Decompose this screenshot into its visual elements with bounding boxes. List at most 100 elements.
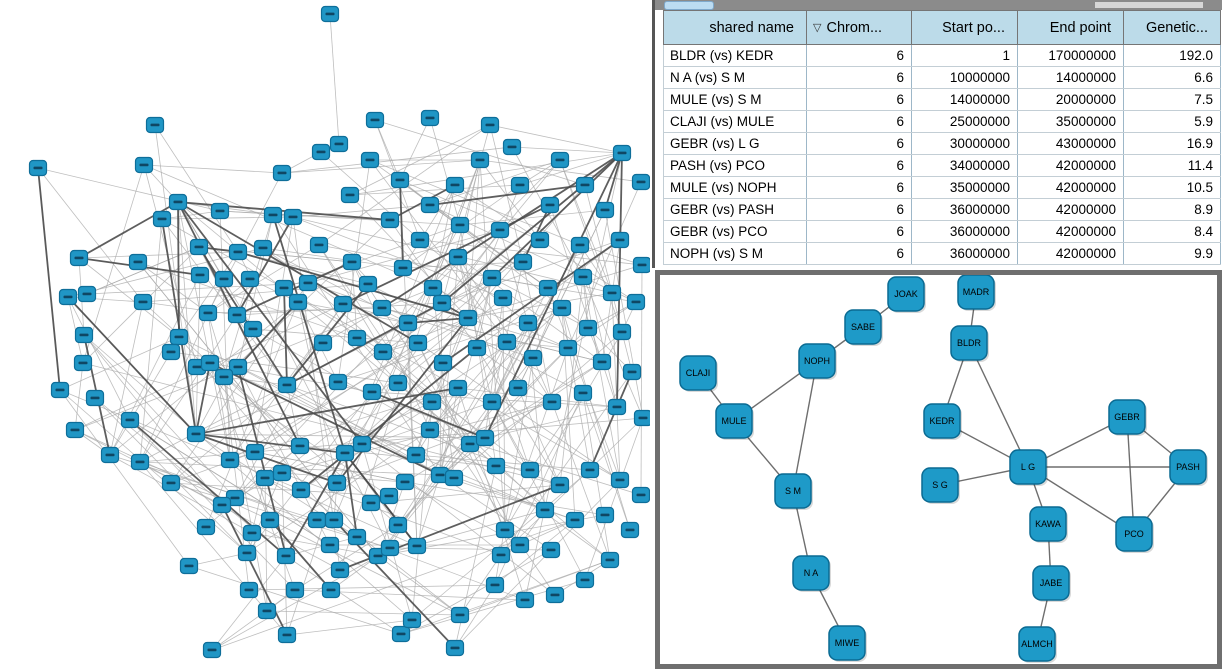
node-kedr[interactable]: KEDR (923, 403, 962, 440)
node-shape[interactable] (715, 403, 753, 439)
cell-value[interactable]: 42000000 (1017, 242, 1124, 265)
network-view-filtered[interactable]: JOAK SABE NOPH CLAJI MULE S M N A MIWE MADR BLDR K… (655, 270, 1222, 669)
cell-value[interactable]: 30000000 (911, 132, 1018, 155)
node-s-g[interactable]: S G (921, 467, 960, 504)
cell-value[interactable]: 6 (806, 242, 912, 265)
cell-value[interactable]: 10.5 (1123, 176, 1221, 199)
node-joak[interactable]: JOAK (887, 276, 926, 313)
cell-value[interactable]: 20000000 (1017, 88, 1124, 111)
node-noph[interactable]: NOPH (798, 343, 837, 380)
cell-value[interactable]: 34000000 (911, 154, 1018, 177)
node-shape[interactable] (950, 325, 988, 361)
cell-shared-name[interactable]: NOPH (vs) S M (663, 242, 807, 265)
cell-value[interactable]: 35000000 (911, 176, 1018, 199)
cell-shared-name[interactable]: GEBR (vs) PCO (663, 220, 807, 243)
node-miwe[interactable]: MIWE (828, 625, 867, 662)
node-kawa[interactable]: KAWA (1029, 506, 1068, 543)
table-row[interactable]: MULE (vs) NOPH 6 35000000 42000000 10.5 (663, 176, 1221, 199)
table-header-shared-name[interactable]: shared name (663, 10, 807, 45)
cell-value[interactable]: 10000000 (911, 66, 1018, 89)
table-row[interactable]: GEBR (vs) PCO 6 36000000 42000000 8.4 (663, 220, 1221, 243)
cell-value[interactable]: 36000000 (911, 220, 1018, 243)
cell-shared-name[interactable]: PASH (vs) PCO (663, 154, 807, 177)
table-header-chrom---[interactable]: ▽ Chrom... (806, 10, 912, 45)
table-row[interactable]: GEBR (vs) L G 6 30000000 43000000 16.9 (663, 132, 1221, 155)
cell-value[interactable]: 25000000 (911, 110, 1018, 133)
cell-value[interactable]: 1 (911, 44, 1018, 67)
cell-value[interactable]: 7.5 (1123, 88, 1221, 111)
cell-value[interactable]: 6.6 (1123, 66, 1221, 89)
cell-shared-name[interactable]: BLDR (vs) KEDR (663, 44, 807, 67)
cell-value[interactable]: 42000000 (1017, 176, 1124, 199)
cell-value[interactable]: 11.4 (1123, 154, 1221, 177)
cell-value[interactable]: 6 (806, 154, 912, 177)
cell-value[interactable]: 192.0 (1123, 44, 1221, 67)
cell-shared-name[interactable]: CLAJI (vs) MULE (663, 110, 807, 133)
cell-value[interactable]: 9.9 (1123, 242, 1221, 265)
cell-value[interactable]: 14000000 (1017, 66, 1124, 89)
table-row[interactable]: NOPH (vs) S M 6 36000000 42000000 9.9 (663, 242, 1221, 265)
node-shape[interactable] (923, 403, 961, 439)
cell-shared-name[interactable]: MULE (vs) NOPH (663, 176, 807, 199)
cell-value[interactable]: 16.9 (1123, 132, 1221, 155)
node-shape[interactable] (957, 275, 995, 310)
node-shape[interactable] (1029, 506, 1067, 542)
node-almch[interactable]: ALMCH (1018, 626, 1057, 663)
node-shape[interactable] (844, 309, 882, 345)
cell-value[interactable]: 6 (806, 44, 912, 67)
cell-value[interactable]: 6 (806, 110, 912, 133)
cell-shared-name[interactable]: N A (vs) S M (663, 66, 807, 89)
cell-value[interactable]: 35000000 (1017, 110, 1124, 133)
node-jabe[interactable]: JABE (1032, 565, 1071, 602)
sort-filter-icon[interactable]: ▽ (813, 21, 822, 34)
node-shape[interactable] (1108, 399, 1146, 435)
node-claji[interactable]: CLAJI (679, 355, 718, 392)
node-shape[interactable] (1032, 565, 1070, 601)
node-pash[interactable]: PASH (1169, 449, 1208, 486)
node-shape[interactable] (921, 467, 959, 503)
table-header-end-point[interactable]: End point (1017, 10, 1124, 45)
cell-value[interactable]: 6 (806, 132, 912, 155)
node-shape[interactable] (1115, 516, 1153, 552)
node-mule[interactable]: MULE (715, 403, 754, 440)
node-l-g[interactable]: L G (1009, 449, 1048, 486)
cell-value[interactable]: 8.9 (1123, 198, 1221, 221)
table-header-start-po---[interactable]: Start po... (911, 10, 1018, 45)
table-horizontal-scrollbar-thumb[interactable] (664, 1, 714, 10)
node-shape[interactable] (798, 343, 836, 379)
cell-shared-name[interactable]: GEBR (vs) L G (663, 132, 807, 155)
main-network-canvas[interactable] (0, 0, 650, 669)
node-shape[interactable] (792, 555, 830, 591)
cell-value[interactable]: 43000000 (1017, 132, 1124, 155)
cell-value[interactable]: 6 (806, 66, 912, 89)
cell-value[interactable]: 6 (806, 176, 912, 199)
cell-shared-name[interactable]: MULE (vs) S M (663, 88, 807, 111)
node-shape[interactable] (1009, 449, 1047, 485)
cell-value[interactable]: 42000000 (1017, 154, 1124, 177)
table-header-genetic---[interactable]: Genetic... (1123, 10, 1221, 45)
node-shape[interactable] (1018, 626, 1056, 662)
node-shape[interactable] (887, 276, 925, 312)
node-s-m[interactable]: S M (774, 473, 813, 510)
cell-value[interactable]: 8.4 (1123, 220, 1221, 243)
table-row[interactable]: GEBR (vs) PASH 6 36000000 42000000 8.9 (663, 198, 1221, 221)
table-row[interactable]: MULE (vs) S M 6 14000000 20000000 7.5 (663, 88, 1221, 111)
cell-value[interactable]: 6 (806, 198, 912, 221)
table-row[interactable]: PASH (vs) PCO 6 34000000 42000000 11.4 (663, 154, 1221, 177)
filtered-network-canvas[interactable]: JOAK SABE NOPH CLAJI MULE S M N A MIWE MADR BLDR K… (660, 275, 1217, 664)
node-sabe[interactable]: SABE (844, 309, 883, 346)
cell-shared-name[interactable]: GEBR (vs) PASH (663, 198, 807, 221)
table-row[interactable]: BLDR (vs) KEDR 6 1 170000000 192.0 (663, 44, 1221, 67)
node-shape[interactable] (774, 473, 812, 509)
network-view-main[interactable] (0, 0, 650, 669)
node-shape[interactable] (828, 625, 866, 661)
cell-value[interactable]: 14000000 (911, 88, 1018, 111)
table-row[interactable]: N A (vs) S M 6 10000000 14000000 6.6 (663, 66, 1221, 89)
node-bldr[interactable]: BLDR (950, 325, 989, 362)
cell-value[interactable]: 6 (806, 220, 912, 243)
node-n-a[interactable]: N A (792, 555, 831, 592)
cell-value[interactable]: 170000000 (1017, 44, 1124, 67)
node-gebr[interactable]: GEBR (1108, 399, 1147, 436)
cell-value[interactable]: 42000000 (1017, 198, 1124, 221)
cell-value[interactable]: 36000000 (911, 198, 1018, 221)
